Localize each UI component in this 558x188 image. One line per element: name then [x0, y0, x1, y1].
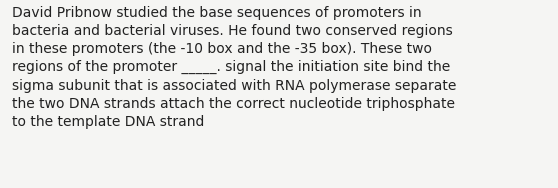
- Text: David Pribnow studied the base sequences of promoters in
bacteria and bacterial : David Pribnow studied the base sequences…: [12, 6, 456, 129]
